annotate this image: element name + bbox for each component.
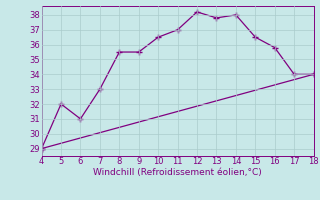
- X-axis label: Windchill (Refroidissement éolien,°C): Windchill (Refroidissement éolien,°C): [93, 168, 262, 177]
